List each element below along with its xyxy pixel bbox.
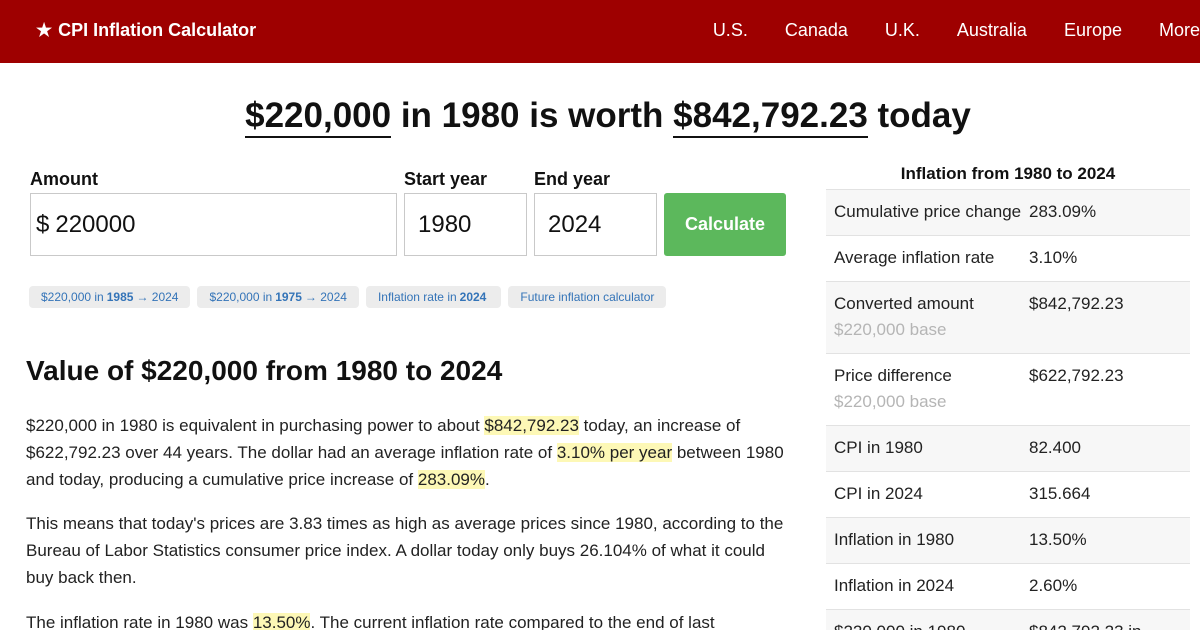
row-value: 283.09%	[1029, 202, 1097, 221]
amount-input[interactable]: $220000	[30, 193, 397, 256]
row-label: CPI in 2024	[834, 484, 923, 503]
row-sublabel: $220,000 base	[834, 392, 947, 411]
nav-link-us[interactable]: U.S.	[712, 20, 748, 40]
row-value: 2.60%	[1029, 576, 1078, 595]
row-value: 82.400	[1029, 438, 1081, 457]
article-paragraph: $220,000 in 1980 is equivalent in purcha…	[26, 412, 788, 493]
row-value: $622,792.23	[1029, 366, 1124, 385]
headline-end: today	[867, 96, 971, 135]
highlight-value: 3.10% per year	[556, 443, 673, 462]
article-paragraph: The inflation rate in 1980 was 13.50%. T…	[26, 609, 788, 630]
star-icon: ★	[36, 20, 53, 40]
end-year-value: 2024	[548, 210, 602, 238]
table-row: Price difference $220,000 base $622,792.2…	[826, 354, 1190, 426]
row-label: Inflation in 2024	[834, 576, 955, 595]
chip-year: 2024	[459, 290, 487, 304]
row-label: Inflation in 1980	[834, 530, 955, 549]
text-span: .	[484, 470, 490, 489]
table-row: $220,000 in 1980 $842,792.23 in	[826, 610, 1190, 630]
calculate-button[interactable]: Calculate	[664, 193, 786, 256]
chip-year: 1985	[106, 290, 134, 304]
nav-link-canada[interactable]: Canada	[784, 20, 848, 40]
row-label: Converted amount $220,000 base	[834, 291, 1029, 343]
country-nav: U.S. Canada U.K. Australia Europe More	[713, 20, 1200, 41]
end-year-input[interactable]: 2024	[534, 193, 657, 256]
nav-link-uk[interactable]: U.K.	[884, 20, 920, 40]
row-label-text: Price difference	[834, 366, 952, 385]
chip-year: 1975	[275, 290, 302, 304]
table-row: Inflation in 1980 13.50%	[826, 518, 1190, 564]
chip-text: Future inflation calculator	[520, 290, 655, 304]
chip-inflation-rate-link[interactable]: Inflation rate in 2024	[365, 286, 502, 308]
summary-table-title: Inflation from 1980 to 2024	[900, 164, 1116, 183]
start-year-input[interactable]: 1980	[404, 193, 527, 256]
text-span: today, an increase of $622,792.23 over 4…	[26, 416, 741, 462]
chip-1985-link[interactable]: $220,000 in 1985 → 2024	[29, 286, 191, 308]
site-title: CPI Inflation Calculator	[58, 20, 257, 40]
highlight-value: 13.50%	[252, 613, 311, 630]
chip-future-calculator-link[interactable]: Future inflation calculator	[508, 286, 667, 308]
row-value: $842,792.23 in	[1029, 619, 1142, 630]
table-row: Inflation in 2024 2.60%	[826, 564, 1190, 610]
table-row: CPI in 2024 315.664	[826, 472, 1190, 518]
row-label: Average inflation rate	[834, 248, 995, 267]
row-label: $220,000 in 1980	[834, 619, 1029, 630]
article-heading: Value of $220,000 from 1980 to 2024	[26, 355, 503, 386]
headline-worth: $842,792.23	[673, 96, 868, 138]
headline-mid: in 1980 is worth	[391, 96, 674, 135]
headline-amount: $220,000	[245, 96, 392, 138]
nav-link-australia[interactable]: Australia	[956, 20, 1027, 40]
text-span: The inflation rate in 1980 was	[26, 613, 253, 630]
table-row: Converted amount $220,000 base $842,792.2…	[826, 282, 1190, 354]
end-year-label: End year	[534, 169, 611, 189]
text-span: . The current inflation rate compared to…	[310, 613, 715, 630]
row-value: 13.50%	[1029, 530, 1087, 549]
article-paragraph: This means that today's prices are 3.83 …	[26, 514, 784, 587]
start-year-label: Start year	[404, 169, 488, 189]
amount-label: Amount	[30, 169, 98, 189]
chip-1975-link[interactable]: $220,000 in 1975 → 2024	[197, 286, 359, 308]
top-navigation-bar: ★ CPI Inflation Calculator U.S. Canada U.…	[0, 0, 1200, 63]
row-value: $842,792.23	[1029, 294, 1124, 313]
chip-text: $220,000 in	[209, 290, 273, 304]
start-year-value: 1980	[418, 210, 472, 238]
page-title: $220,000 in 1980 is worth $842,792.23 to…	[0, 96, 1200, 138]
nav-link-europe[interactable]: Europe	[1063, 20, 1122, 40]
chip-text: $220,000 in	[41, 290, 104, 304]
row-value: 315.664	[1029, 484, 1091, 503]
related-links: $220,000 in 1985 → 2024 $220,000 in 1975 → 2…	[29, 286, 673, 308]
amount-value: 220000	[55, 210, 136, 238]
highlight-value: $842,792.23	[484, 416, 579, 435]
nav-link-more[interactable]: More	[1158, 20, 1200, 40]
table-row: Average inflation rate 3.10%	[826, 236, 1190, 282]
table-row: CPI in 1980 82.400	[826, 426, 1190, 472]
chip-text: → 2024	[304, 290, 347, 304]
site-logo-link[interactable]: ★ CPI Inflation Calculator	[36, 20, 256, 41]
summary-table: Cumulative price change 283.09% Average …	[826, 189, 1190, 630]
row-label: CPI in 1980	[834, 438, 923, 457]
row-value: 3.10%	[1029, 248, 1078, 267]
chip-text: → 2024	[136, 290, 179, 304]
table-row: Cumulative price change 283.09%	[826, 190, 1190, 236]
row-sublabel: $220,000 base	[834, 320, 947, 339]
row-label: Cumulative price change	[834, 202, 1022, 221]
row-label-text: Converted amount	[834, 294, 974, 313]
chip-text: Inflation rate in	[377, 290, 457, 304]
text-span: $220,000 in 1980 is equivalent in purcha…	[26, 416, 485, 435]
row-label: Price difference $220,000 base	[834, 363, 1029, 415]
highlight-value: 283.09%	[417, 470, 485, 489]
dollar-prefix: $	[36, 210, 50, 238]
text-span: between 1980 and today, producing a cumu…	[26, 443, 784, 489]
